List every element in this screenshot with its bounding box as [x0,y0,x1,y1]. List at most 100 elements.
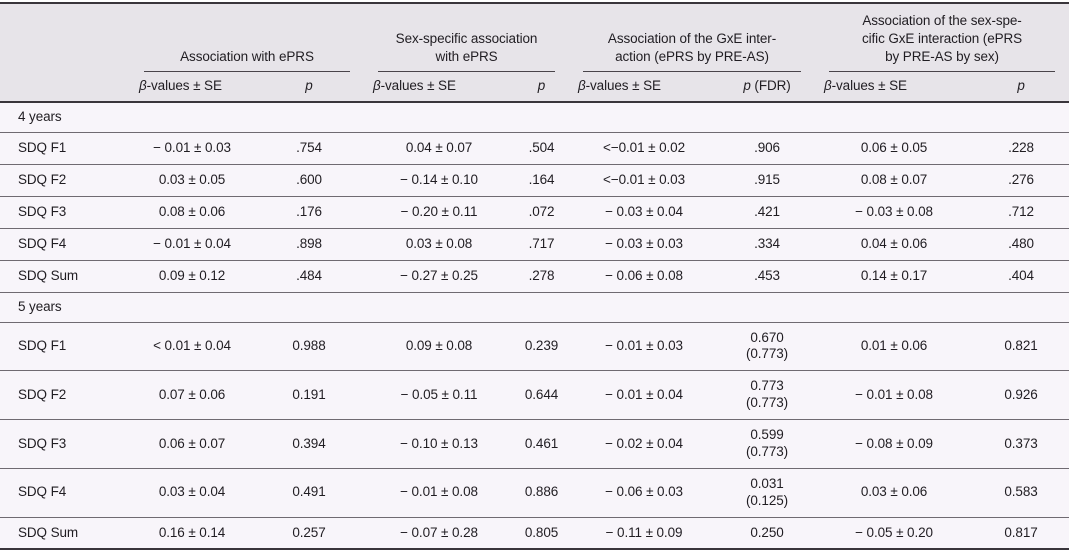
cell-p: 0.805 [524,524,559,540]
cell-beta-se: − 0.01 ± 0.08 [855,386,933,402]
cell-beta-se: − 0.14 ± 0.10 [400,172,478,188]
subheader-beta-se: β-values ± SE [815,72,974,104]
cell-p: .712 [1008,204,1034,220]
cell-beta-se: − 0.03 ± 0.03 [605,235,683,251]
cell-p: 0.373 [1004,435,1038,451]
cell-p: .484 [296,267,322,283]
cell-beta-se: − 0.01 ± 0.04 [605,386,683,402]
table-row: SDQ F3 0.08 ± 0.06 .176 − 0.20 ± 0.11 .072 − … [0,196,1069,229]
cell-p-line: (0.125) [745,492,789,508]
cell-p: .176 [296,204,322,220]
cell-beta-se: − 0.01 ± 0.08 [400,484,478,500]
group-title: Association of the GxE inter- action (eP… [583,30,802,73]
cell-p: .276 [1008,172,1034,188]
cell-beta-se: 0.04 ± 0.06 [860,235,928,251]
table-row: SDQ F2 0.07 ± 0.06 0.191 − 0.05 ± 0.11 0.644… [0,370,1069,420]
cell-p: 0.239 [524,338,559,353]
cell-p: .600 [296,172,322,188]
cell-p: 0.250 [750,524,784,540]
cell-p-line: 0.031 [750,475,784,491]
cell-beta-se: − 0.03 ± 0.08 [855,204,933,220]
table-header: Association with ePRS Sex-specific assoc… [0,3,1069,104]
cell-p: 0.599 (0.773) [719,420,815,469]
cell-p: .278 [528,267,555,283]
row-label: SDQ F1 [18,140,67,156]
cell-p: 0.394 [292,435,326,451]
table-row: SDQ Sum 0.16 ± 0.14 0.257 − 0.07 ± 0.28 0.80… [0,517,1069,549]
subheader-row: β-values ± SE p β-values ± SE p β-values… [0,72,1069,104]
cell-p: .334 [754,235,780,251]
cell-p: .228 [1008,140,1034,156]
row-label: SDQ F3 [18,204,67,220]
cell-p: 0.773 (0.773) [719,371,815,420]
cell-beta-se: − 0.27 ± 0.25 [400,267,478,283]
row-label: SDQ F2 [18,172,67,188]
table-row: SDQ F1 − 0.01 ± 0.03 .754 0.04 ± 0.07 .504 <−… [0,132,1069,165]
group-header-sex-specific-eprs: Sex-specific association with ePRS [364,3,569,73]
group-header-gxe-interaction: Association of the GxE inter- action (eP… [569,3,815,73]
subheader-p: p [973,72,1069,104]
row-label: SDQ F2 [18,386,67,402]
cell-beta-se: 0.16 ± 0.14 [158,524,226,540]
cell-beta-se: 0.07 ± 0.06 [158,386,226,402]
group-title: Association of the sex-spe- cific GxE in… [829,12,1056,73]
group-header-sex-specific-gxe: Association of the sex-spe- cific GxE in… [815,3,1069,73]
cell-p: .404 [1008,267,1034,283]
cell-p: 0.257 [292,524,326,540]
cell-beta-se: − 0.10 ± 0.13 [400,435,478,451]
cell-p: 0.491 [292,484,326,500]
cell-beta-se: 0.08 ± 0.06 [158,204,226,220]
cell-beta-se: − 0.08 ± 0.09 [855,435,933,451]
cell-p: .915 [754,172,780,188]
subheader-p-fdr: p (FDR) [719,72,816,104]
cell-p-line: 0.599 [750,427,784,443]
row-label-header-empty [0,72,130,104]
table-row: SDQ F4 0.03 ± 0.04 0.491 − 0.01 ± 0.08 0.886… [0,468,1069,517]
cell-p: 0.583 [1004,484,1038,500]
cell-beta-se: − 0.01 ± 0.03 [605,338,683,353]
cell-p-line: (0.773) [745,346,789,362]
cell-beta-se: − 0.02 ± 0.04 [605,435,683,451]
section-label: 5 years [18,298,62,314]
cell-p: .717 [528,235,555,251]
cell-p: .072 [528,204,555,220]
cell-beta-se: 0.06 ± 0.07 [158,435,226,451]
subheader-beta-se: β-values ± SE [364,72,514,104]
cell-p: 0.817 [1004,524,1038,540]
table-row: SDQ F2 0.03 ± 0.05 .600 − 0.14 ± 0.10 .164 <−… [0,164,1069,197]
cell-beta-se: <−0.01 ± 0.02 [603,140,685,156]
cell-beta-se: 0.09 ± 0.12 [158,267,226,283]
cell-beta-se: − 0.06 ± 0.08 [605,267,683,283]
cell-p: .906 [754,140,780,156]
cell-p: .898 [296,235,322,251]
cell-p-line: (0.773) [745,443,789,459]
row-label: SDQ Sum [18,267,79,283]
section-row: 5 years [0,292,1069,322]
cell-p: 0.988 [292,338,326,353]
cell-p-line: 0.773 [750,378,784,394]
cell-beta-se: 0.09 ± 0.08 [405,338,473,353]
cell-beta-se: 0.03 ± 0.08 [405,235,473,251]
cell-p-line: (0.773) [745,395,789,411]
cell-beta-se: − 0.01 ± 0.04 [153,235,231,251]
row-label: SDQ F4 [18,235,67,251]
cell-beta-se: 0.14 ± 0.17 [860,267,928,283]
cell-beta-se: − 0.05 ± 0.20 [855,524,933,540]
cell-p: 0.461 [524,435,559,451]
cell-beta-se: − 0.05 ± 0.11 [400,386,478,402]
cell-p: .453 [754,267,780,283]
table-row: SDQ F1 < 0.01 ± 0.04 0.988 0.09 ± 0.08 0.239… [0,322,1069,371]
cell-p: .164 [528,172,555,188]
group-header-row: Association with ePRS Sex-specific assoc… [0,3,1069,73]
cell-beta-se: − 0.11 ± 0.09 [605,524,683,540]
table-row: SDQ F4 − 0.01 ± 0.04 .898 0.03 ± 0.08 .717 − … [0,228,1069,260]
cell-p: .480 [1008,235,1034,251]
cell-beta-se: 0.04 ± 0.07 [405,140,473,156]
cell-beta-se: − 0.03 ± 0.04 [605,204,683,220]
cell-p: 0.644 [524,386,559,402]
cell-beta-se: 0.01 ± 0.06 [860,338,928,353]
cell-p: 0.926 [1004,386,1038,402]
subheader-p: p [514,72,570,104]
cell-p: .421 [754,204,780,220]
cell-beta-se: 0.03 ± 0.05 [158,172,226,188]
